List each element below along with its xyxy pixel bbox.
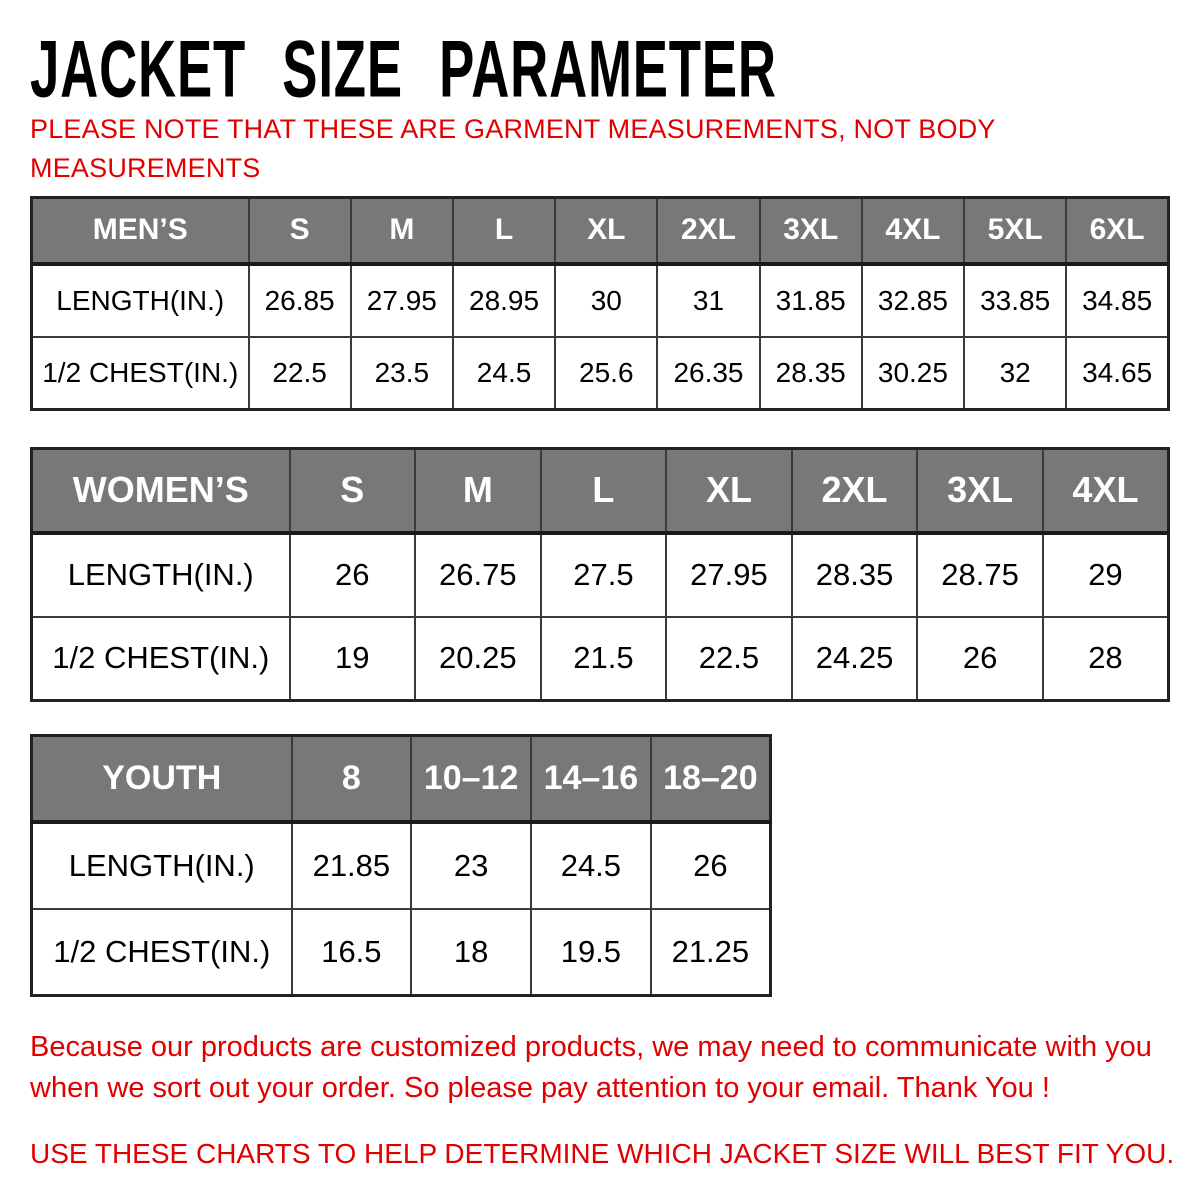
note-line: MEASUREMENTS — [30, 153, 261, 183]
size-value-cell: 32.85 — [860, 262, 966, 338]
notice-line: when we sort out your order. So please p… — [30, 1072, 1050, 1104]
size-column-header: 4XL — [860, 196, 966, 266]
size-value-cell: 26 — [649, 820, 772, 910]
youth-size-table: YOUTH 8 10–12 14–16 18–20 LENGTH(IN.) 21.85 23 2… — [30, 734, 772, 997]
size-value-cell: 34.85 — [1065, 262, 1170, 338]
size-column-header: XL — [665, 447, 793, 535]
size-value-cell: 26 — [288, 531, 417, 618]
table-title-cell: YOUTH — [30, 734, 293, 824]
size-value-cell: 26 — [916, 615, 1044, 702]
size-value-cell: 22.5 — [665, 615, 793, 702]
row-label: LENGTH(IN.) — [30, 820, 293, 910]
size-value-cell: 16.5 — [290, 907, 413, 997]
table-row: 1/2 CHEST(IN.) 19 20.25 21.5 22.5 24.25 26 28 — [30, 615, 1170, 702]
size-value-cell: 28 — [1041, 615, 1170, 702]
size-value-cell: 20.25 — [414, 615, 542, 702]
size-value-cell: 23 — [410, 820, 532, 910]
table-row: 1/2 CHEST(IN.) 16.5 18 19.5 21.25 — [30, 907, 772, 997]
size-value-cell: 28.95 — [451, 262, 557, 338]
table-row: 1/2 CHEST(IN.) 22.5 23.5 24.5 25.6 26.35 28.35… — [30, 335, 1170, 411]
customization-notice: Because our products are customized prod… — [30, 1027, 1170, 1109]
size-value-cell: 31 — [656, 262, 761, 338]
size-value-cell: 25.6 — [554, 335, 659, 411]
table-row: LENGTH(IN.) 21.85 23 24.5 26 — [30, 820, 772, 910]
row-label: 1/2 CHEST(IN.) — [30, 907, 293, 997]
size-column-header: S — [247, 196, 352, 266]
size-value-cell: 21.85 — [290, 820, 413, 910]
table-row: LENGTH(IN.) 26 26.75 27.5 27.95 28.35 28.75 29 — [30, 531, 1170, 618]
size-value-cell: 28.35 — [790, 531, 919, 618]
size-value-cell: 28.75 — [916, 531, 1044, 618]
size-value-cell: 26.85 — [247, 262, 352, 338]
row-label: 1/2 CHEST(IN.) — [30, 335, 250, 411]
size-value-cell: 19 — [288, 615, 417, 702]
size-value-cell: 30.25 — [860, 335, 966, 411]
size-column-header: L — [539, 447, 668, 535]
garment-measurement-note: PLEASE NOTE THAT THESE ARE GARMENT MEASU… — [30, 110, 1170, 188]
size-column-header: 5XL — [963, 196, 1068, 266]
size-column-header: L — [451, 196, 557, 266]
mens-size-table: MEN’S S M L XL 2XL 3XL 4XL 5XL 6XL LENGTH(IN.) 26.8… — [30, 196, 1170, 411]
size-value-cell: 24.25 — [790, 615, 919, 702]
size-value-cell: 27.95 — [665, 531, 793, 618]
size-value-cell: 21.5 — [539, 615, 668, 702]
chart-usage-note: USE THESE CHARTS TO HELP DETERMINE WHICH… — [30, 1138, 1175, 1169]
size-column-header: 18–20 — [649, 734, 772, 824]
size-value-cell: 27.95 — [349, 262, 454, 338]
header-row: WOMEN’S S M L XL 2XL 3XL 4XL — [30, 447, 1170, 535]
notice-line: Because our products are customized prod… — [30, 1031, 1152, 1063]
size-column-header: 3XL — [916, 447, 1044, 535]
size-value-cell: 24.5 — [451, 335, 557, 411]
size-value-cell: 23.5 — [349, 335, 454, 411]
table-title-cell: MEN’S — [30, 196, 250, 266]
header-row: YOUTH 8 10–12 14–16 18–20 — [30, 734, 772, 824]
row-label: 1/2 CHEST(IN.) — [30, 615, 291, 702]
size-value-cell: 33.85 — [963, 262, 1068, 338]
size-value-cell: 26.75 — [414, 531, 542, 618]
page-title: JACKET SIZE PARAMETER — [30, 23, 777, 114]
size-column-header: 6XL — [1065, 196, 1170, 266]
size-column-header: 3XL — [758, 196, 863, 266]
size-column-header: 10–12 — [410, 734, 532, 824]
size-value-cell: 34.65 — [1065, 335, 1170, 411]
size-column-header: 2XL — [790, 447, 919, 535]
size-column-header: M — [349, 196, 454, 266]
size-column-header: 2XL — [656, 196, 761, 266]
size-column-header: M — [414, 447, 542, 535]
row-label: LENGTH(IN.) — [30, 262, 250, 338]
size-value-cell: 19.5 — [530, 907, 652, 997]
size-column-header: 4XL — [1041, 447, 1170, 535]
size-column-header: XL — [554, 196, 659, 266]
size-column-header: 8 — [290, 734, 413, 824]
size-value-cell: 32 — [963, 335, 1068, 411]
table-title-cell: WOMEN’S — [30, 447, 291, 535]
size-value-cell: 21.25 — [649, 907, 772, 997]
size-value-cell: 31.85 — [758, 262, 863, 338]
size-value-cell: 28.35 — [758, 335, 863, 411]
size-value-cell: 26.35 — [656, 335, 761, 411]
header-row: MEN’S S M L XL 2XL 3XL 4XL 5XL 6XL — [30, 196, 1170, 266]
size-column-header: S — [288, 447, 417, 535]
womens-size-table: WOMEN’S S M L XL 2XL 3XL 4XL LENGTH(IN.) 26 26.75 2… — [30, 447, 1170, 702]
size-value-cell: 22.5 — [247, 335, 352, 411]
size-value-cell: 30 — [554, 262, 659, 338]
note-line: PLEASE NOTE THAT THESE ARE GARMENT MEASU… — [30, 114, 996, 144]
table-row: LENGTH(IN.) 26.85 27.95 28.95 30 31 31.85 32.85… — [30, 262, 1170, 338]
size-value-cell: 18 — [410, 907, 532, 997]
row-label: LENGTH(IN.) — [30, 531, 291, 618]
size-value-cell: 27.5 — [539, 531, 668, 618]
size-value-cell: 24.5 — [530, 820, 652, 910]
size-column-header: 14–16 — [530, 734, 652, 824]
size-value-cell: 29 — [1041, 531, 1170, 618]
